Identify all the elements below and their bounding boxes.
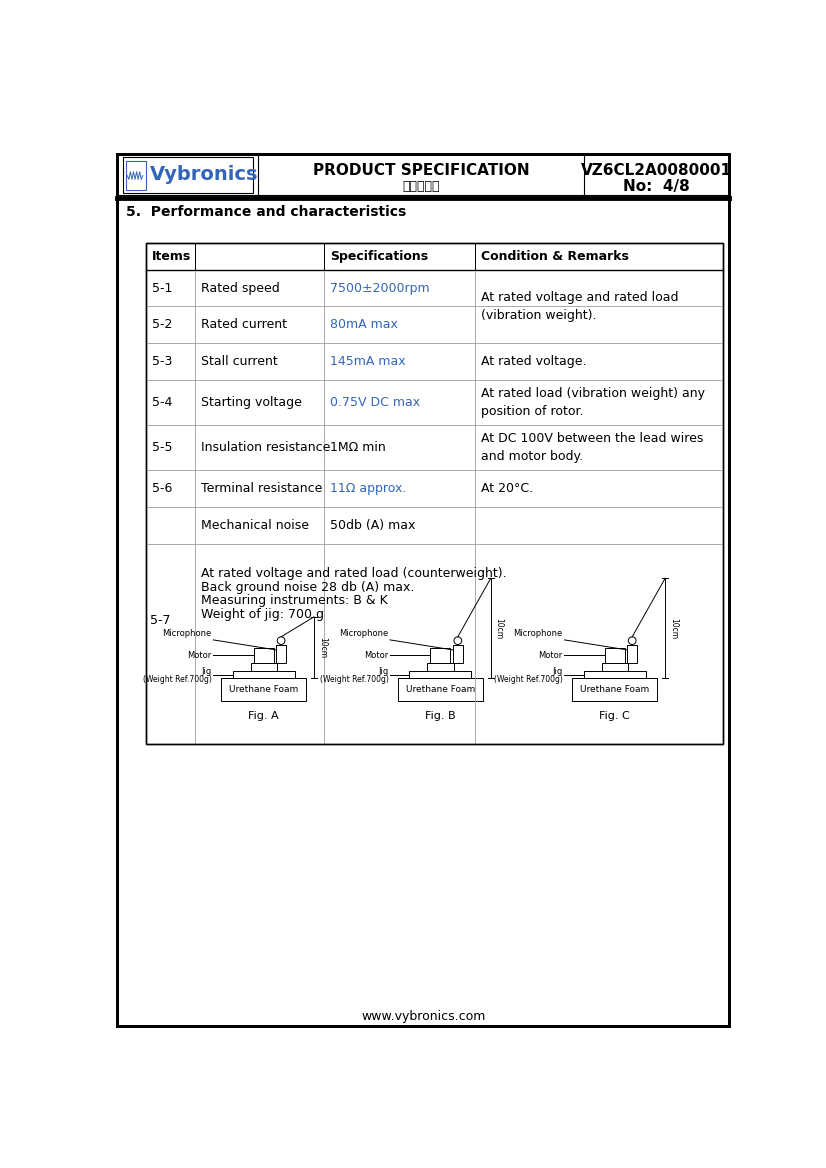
- Text: Terminal resistance: Terminal resistance: [201, 481, 322, 495]
- Text: Weight of jig: 700 g: Weight of jig: 700 g: [201, 609, 324, 621]
- Bar: [605, 647, 624, 663]
- Text: Fig. C: Fig. C: [600, 711, 630, 721]
- Bar: [250, 663, 277, 670]
- Text: Starting voltage: Starting voltage: [201, 396, 301, 409]
- Text: Jig: Jig: [553, 667, 563, 676]
- Text: Vybronics: Vybronics: [150, 166, 259, 185]
- Text: 5-1: 5-1: [152, 281, 173, 294]
- Bar: [398, 679, 483, 702]
- Bar: [276, 645, 286, 663]
- Text: At rated voltage.: At rated voltage.: [482, 355, 587, 368]
- Text: Insulation resistance: Insulation resistance: [201, 440, 330, 454]
- Bar: [126, 161, 146, 190]
- Bar: [221, 679, 306, 702]
- Text: Jig: Jig: [378, 667, 388, 676]
- Bar: [627, 645, 637, 663]
- Text: Mechanical noise: Mechanical noise: [201, 519, 309, 531]
- Text: Microphone: Microphone: [163, 630, 211, 639]
- Bar: [410, 670, 472, 679]
- Text: Fig. A: Fig. A: [249, 711, 279, 721]
- Text: 5-5: 5-5: [152, 440, 173, 454]
- Circle shape: [278, 637, 285, 645]
- Text: Items: Items: [152, 250, 192, 263]
- Text: 5-6: 5-6: [152, 481, 173, 495]
- Bar: [453, 645, 463, 663]
- Text: Stall current: Stall current: [201, 355, 278, 368]
- Text: Motor: Motor: [364, 651, 388, 660]
- Text: Fig. B: Fig. B: [425, 711, 456, 721]
- Bar: [233, 670, 295, 679]
- Text: 0.75V DC max: 0.75V DC max: [330, 396, 420, 409]
- Text: Urethane Foam: Urethane Foam: [229, 686, 298, 695]
- Text: 5-2: 5-2: [152, 319, 173, 332]
- Text: 7500±2000rpm: 7500±2000rpm: [330, 281, 430, 294]
- Text: Motor: Motor: [539, 651, 563, 660]
- Bar: [584, 670, 646, 679]
- Bar: [430, 647, 450, 663]
- Text: Back ground noise 28 db (A) max.: Back ground noise 28 db (A) max.: [201, 580, 415, 593]
- Text: 产品规格书: 产品规格书: [402, 180, 439, 193]
- Text: 5-4: 5-4: [152, 396, 173, 409]
- Text: VZ6CL2A0080001: VZ6CL2A0080001: [582, 164, 732, 179]
- Text: 50db (A) max: 50db (A) max: [330, 519, 415, 531]
- Text: Measuring instruments: B & K: Measuring instruments: B & K: [201, 595, 387, 607]
- Text: 10cm: 10cm: [669, 618, 678, 639]
- Text: At rated voltage and rated load (counterweight).: At rated voltage and rated load (counter…: [201, 566, 506, 579]
- Bar: [146, 243, 724, 744]
- Bar: [254, 647, 273, 663]
- Text: 5-7: 5-7: [150, 614, 170, 627]
- Text: At rated voltage and rated load
(vibration weight).: At rated voltage and rated load (vibrati…: [482, 291, 679, 322]
- Bar: [572, 679, 657, 702]
- Bar: [146, 243, 724, 744]
- Text: Condition & Remarks: Condition & Remarks: [482, 250, 629, 263]
- Text: www.vybronics.com: www.vybronics.com: [361, 1010, 486, 1023]
- Text: 10cm: 10cm: [318, 637, 327, 658]
- Bar: [601, 663, 628, 670]
- Text: Rated speed: Rated speed: [201, 281, 280, 294]
- Text: (Weight Ref.700g): (Weight Ref.700g): [494, 675, 563, 683]
- Text: 5.  Performance and characteristics: 5. Performance and characteristics: [126, 204, 406, 218]
- Text: No:  4/8: No: 4/8: [624, 179, 690, 194]
- Text: (Weight Ref.700g): (Weight Ref.700g): [143, 675, 211, 683]
- Text: Rated current: Rated current: [201, 319, 287, 332]
- Text: 145mA max: 145mA max: [330, 355, 406, 368]
- Text: At DC 100V between the lead wires
and motor body.: At DC 100V between the lead wires and mo…: [482, 432, 704, 463]
- Text: Urethane Foam: Urethane Foam: [406, 686, 475, 695]
- Text: (Weight Ref.700g): (Weight Ref.700g): [320, 675, 388, 683]
- Circle shape: [629, 637, 636, 645]
- Text: 1MΩ min: 1MΩ min: [330, 440, 386, 454]
- Text: Urethane Foam: Urethane Foam: [580, 686, 649, 695]
- Text: Microphone: Microphone: [339, 630, 388, 639]
- Circle shape: [454, 637, 462, 645]
- Text: PRODUCT SPECIFICATION: PRODUCT SPECIFICATION: [313, 164, 529, 179]
- Text: At 20°C.: At 20°C.: [482, 481, 534, 495]
- Text: 80mA max: 80mA max: [330, 319, 398, 332]
- Text: At rated load (vibration weight) any
position of rotor.: At rated load (vibration weight) any pos…: [482, 388, 705, 418]
- Text: 10cm: 10cm: [495, 618, 504, 639]
- Text: Motor: Motor: [188, 651, 211, 660]
- Bar: [122, 158, 253, 193]
- Bar: [427, 663, 453, 670]
- Text: 5-3: 5-3: [152, 355, 173, 368]
- Text: Specifications: Specifications: [330, 250, 429, 263]
- Text: Jig: Jig: [202, 667, 211, 676]
- Text: 11Ω approx.: 11Ω approx.: [330, 481, 406, 495]
- Text: Microphone: Microphone: [514, 630, 563, 639]
